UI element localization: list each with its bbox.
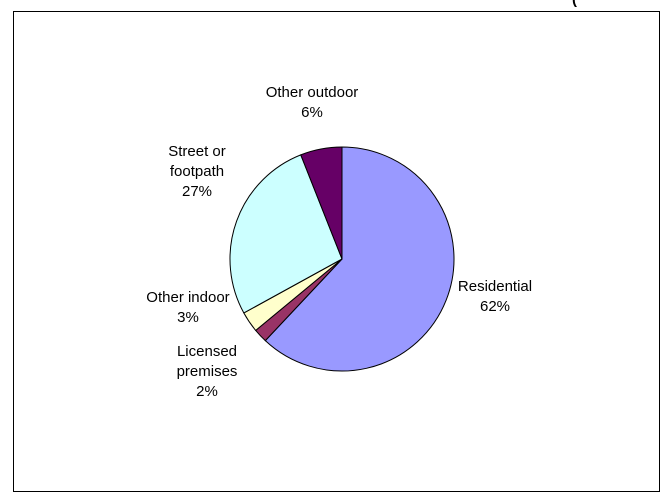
- slice-name-label: Street or: [168, 143, 226, 160]
- pie-slice-street-or-footpath: [229, 154, 343, 314]
- slice-name-label: Residential: [458, 278, 532, 295]
- slice-name-label: premises: [177, 363, 238, 380]
- slice-label: Residential 62%: [458, 278, 532, 315]
- slice-label: Other outdoor 6%: [266, 84, 359, 121]
- slice-value-label: 3%: [177, 309, 199, 326]
- slice-label: Other indoor 3%: [146, 289, 229, 326]
- slice-label: Licensed premises 2%: [177, 343, 238, 400]
- slice-name-label: Other outdoor: [266, 84, 359, 101]
- slice-value-label: 6%: [301, 104, 323, 121]
- slice-name-label: Other indoor: [146, 289, 229, 306]
- slice-value-label: 2%: [196, 383, 218, 400]
- slice-value-label: 62%: [480, 298, 510, 315]
- slice-label: Street or footpath 27%: [168, 143, 226, 200]
- chart-title-fragment: (: [572, 0, 577, 8]
- slice-name-label: Licensed: [177, 343, 237, 360]
- slice-value-label: 27%: [182, 183, 212, 200]
- pie-slice-residential: [264, 146, 455, 372]
- slice-name-label: footpath: [170, 163, 224, 180]
- pie-slice-other-outdoor: [300, 146, 343, 260]
